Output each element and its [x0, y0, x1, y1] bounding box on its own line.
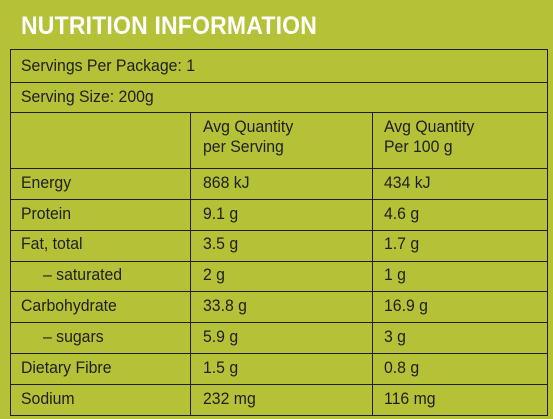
column-header-line: Per 100 g: [384, 137, 453, 156]
table-rule: [10, 291, 548, 292]
table-top-rule: [10, 49, 548, 50]
nutrient-name: Protein: [21, 204, 72, 223]
nutrient-per-100g: 0.8 g: [384, 358, 420, 377]
nutrient-name: Carbohydrate: [21, 296, 117, 315]
nutrient-per-serving: 5.9 g: [203, 327, 239, 346]
nutrient-per-serving: 868 kJ: [203, 173, 250, 192]
table-rule: [10, 82, 548, 83]
column-header-per-serving: Avg Quantity per Serving: [203, 117, 293, 157]
nutrient-per-100g: 16.9 g: [384, 296, 428, 315]
column-header-per-100g: Avg Quantity Per 100 g: [384, 117, 474, 157]
table-left-rule: [10, 49, 11, 416]
nutrient-per-serving: 3.5 g: [203, 234, 239, 253]
nutrient-name: – sugars: [43, 327, 104, 346]
table-rule: [10, 112, 548, 113]
table-rule: [10, 322, 548, 323]
nutrient-per-serving: 1.5 g: [203, 358, 239, 377]
table-column-rule: [190, 112, 191, 416]
column-header-line: per Serving: [203, 137, 284, 156]
nutrient-per-100g: 3 g: [384, 327, 406, 346]
nutrient-name: Dietary Fibre: [21, 358, 112, 377]
panel-title: NUTRITION INFORMATION: [21, 12, 318, 40]
table-rule: [10, 353, 548, 354]
column-header-line: Avg Quantity: [384, 117, 475, 136]
table-rule: [10, 261, 548, 262]
table-bottom-rule: [10, 415, 548, 416]
nutrition-table: Servings Per Package: 1 Serving Size: 20…: [10, 49, 548, 419]
nutrient-name: Fat, total: [21, 234, 83, 253]
nutrient-per-serving: 2 g: [203, 265, 225, 284]
nutrient-per-100g: 1.7 g: [384, 234, 420, 253]
nutrient-per-100g: 434 kJ: [384, 173, 431, 192]
table-rule: [10, 199, 548, 200]
nutrient-per-serving: 232 mg: [203, 389, 256, 408]
table-rule: [10, 230, 548, 231]
table-rule: [10, 384, 548, 385]
column-header-line: Avg Quantity: [203, 117, 294, 136]
serving-size: Serving Size: 200g: [21, 87, 154, 106]
nutrient-per-100g: 1 g: [384, 265, 406, 284]
nutrient-per-serving: 33.8 g: [203, 296, 247, 315]
table-right-rule: [547, 49, 548, 416]
table-rule: [10, 168, 548, 169]
nutrient-name: Energy: [21, 173, 72, 192]
nutrient-name: Sodium: [21, 389, 75, 408]
nutrient-per-100g: 4.6 g: [384, 204, 420, 223]
table-column-rule: [372, 112, 373, 416]
nutrient-name: – saturated: [43, 265, 123, 284]
nutrient-per-serving: 9.1 g: [203, 204, 239, 223]
servings-per-package: Servings Per Package: 1: [21, 56, 196, 75]
nutrient-per-100g: 116 mg: [384, 389, 436, 408]
